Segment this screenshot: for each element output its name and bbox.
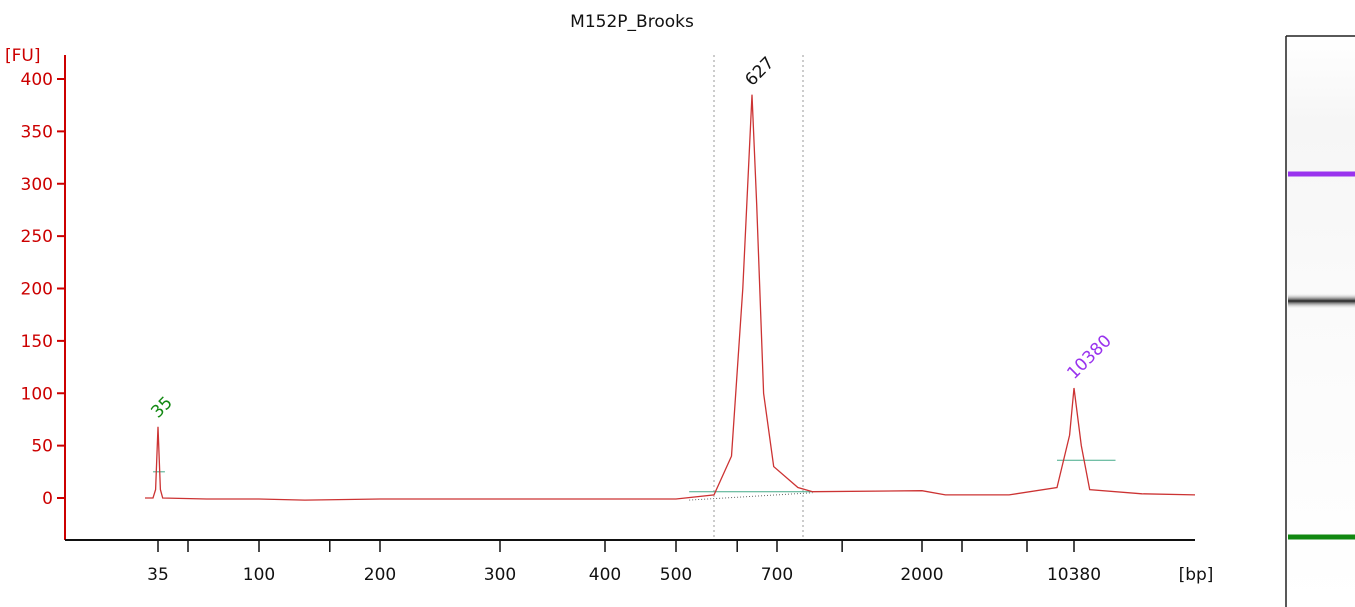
trace-layer	[145, 94, 1196, 501]
gel-band	[1288, 534, 1355, 540]
peak-label: 627	[741, 53, 778, 90]
y-tick-label: 200	[21, 280, 53, 300]
y-tick-label: 300	[21, 175, 53, 195]
x-tick-label: 200	[364, 565, 396, 585]
y-tick-label: 150	[21, 332, 53, 352]
series-line	[145, 94, 1196, 501]
x-ticks: 35 100 200 300 400 500 700 2000 10380	[147, 540, 1101, 585]
y-ticks: 0 50 100 150 200 250 300 350 400	[21, 70, 65, 509]
gel-band	[1288, 293, 1355, 309]
y-tick-label: 350	[21, 122, 53, 142]
peak-labels: 35 627 10380	[147, 53, 1115, 422]
y-axis-label: [FU]	[5, 46, 41, 66]
gel-lane	[1285, 35, 1355, 607]
y-tick-label: 0	[42, 489, 53, 509]
y-tick-label: 100	[21, 384, 53, 404]
x-tick-label: 35	[147, 565, 169, 585]
x-axis-label: [bp]	[1179, 565, 1214, 585]
y-tick-label: 400	[21, 70, 53, 90]
x-tick-label: 500	[660, 565, 692, 585]
axes	[64, 55, 1195, 541]
peak-label: 10380	[1063, 331, 1115, 383]
peak-baseline-fit	[689, 492, 813, 501]
region-guides	[153, 55, 1116, 540]
x-tick-label: 2000	[900, 565, 943, 585]
x-tick-label: 300	[484, 565, 516, 585]
x-tick-label: 100	[243, 565, 275, 585]
x-tick-label: 700	[761, 565, 793, 585]
gel-lane-background	[1286, 36, 1355, 607]
gel-band	[1288, 171, 1355, 177]
y-tick-label: 250	[21, 227, 53, 247]
peak-label: 35	[147, 393, 176, 422]
chart-title: M152P_Brooks	[570, 12, 694, 32]
x-tick-label: 10380	[1047, 565, 1101, 585]
x-tick-label: 400	[589, 565, 621, 585]
y-tick-label: 50	[31, 437, 53, 457]
